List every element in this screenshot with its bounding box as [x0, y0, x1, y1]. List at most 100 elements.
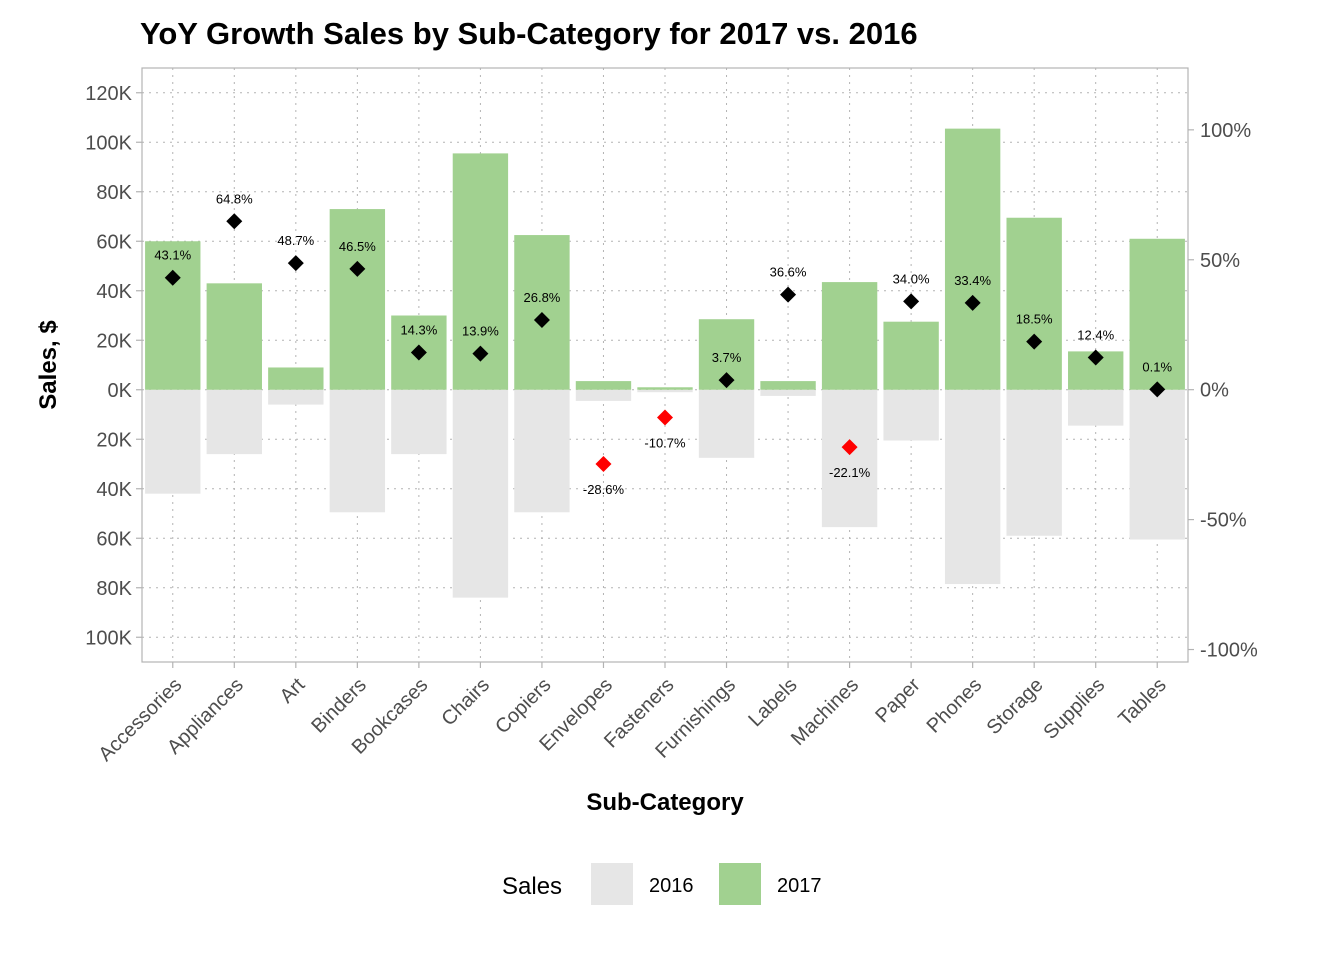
x-tick-label: Tables: [1114, 674, 1170, 730]
growth-point: [410, 344, 427, 361]
bar-2017: [1129, 238, 1185, 390]
growth-label: 33.4%: [954, 273, 991, 288]
growth-label: 36.6%: [770, 265, 807, 280]
y-left-tick-label: 100K: [85, 132, 132, 154]
growth-label: -10.7%: [644, 435, 686, 450]
y-left-tick-label: 60K: [96, 231, 132, 253]
bar-2016: [514, 389, 570, 513]
growth-label: 46.5%: [339, 239, 376, 254]
x-tick-label: Phones: [923, 674, 987, 738]
y-left-tick-label: 40K: [96, 479, 132, 501]
y-left-tick-label: 0K: [108, 380, 133, 402]
growth-point: [780, 286, 797, 303]
growth-label: 12.4%: [1077, 327, 1114, 342]
growth-point: [1087, 349, 1104, 366]
bar-2017: [821, 282, 878, 390]
growth-point: [226, 213, 243, 230]
growth-label: 26.8%: [524, 290, 561, 305]
bar-2017: [883, 321, 939, 390]
bar-2016: [329, 389, 386, 513]
x-tick-label: Binders: [307, 674, 371, 738]
growth-label: -28.6%: [583, 482, 625, 497]
legend: Sales 2016 2017: [502, 863, 822, 905]
growth-label: 3.7%: [712, 350, 742, 365]
growth-label: 48.7%: [277, 233, 314, 248]
bar-2016: [760, 389, 816, 396]
growth-label: 0.1%: [1142, 359, 1172, 374]
growth-label: 14.3%: [400, 323, 437, 338]
growth-point: [964, 294, 981, 311]
growth-point: [718, 372, 735, 389]
growth-point: [287, 255, 304, 272]
growth-point: [841, 439, 858, 456]
bar-2017: [575, 381, 632, 390]
bar-2016: [944, 389, 1001, 585]
bar-2016: [452, 389, 509, 598]
y-right-tick-label: -100%: [1200, 640, 1258, 662]
y-axis-title: Sales, $: [35, 320, 62, 410]
bar-2017: [268, 367, 324, 390]
y-left-tick-label: 80K: [96, 182, 132, 204]
bar-2016: [821, 389, 878, 528]
growth-point: [657, 409, 673, 426]
y-right-tick-label: 50%: [1200, 250, 1240, 272]
y-left-tick-label: 60K: [96, 528, 132, 550]
bar-2016: [637, 389, 693, 393]
growth-point: [349, 260, 366, 277]
y-left-tick-label: 40K: [96, 281, 132, 303]
bar-2016: [1129, 389, 1185, 540]
growth-label: 64.8%: [216, 191, 253, 206]
legend-key-2017: [719, 863, 761, 905]
bar-2016: [206, 389, 262, 455]
growth-label: 18.5%: [1016, 312, 1053, 327]
y-right-tick-label: -50%: [1200, 510, 1247, 532]
y-axis-right: 100% 50% 0% -50% -100%: [1188, 120, 1258, 662]
x-tick-label: Labels: [744, 674, 801, 731]
bar-2016: [391, 389, 447, 455]
growth-label: 34.0%: [893, 271, 930, 286]
bar-2016: [145, 389, 201, 494]
growth-point: [1149, 381, 1166, 398]
x-tick-label: Storage: [983, 674, 1048, 739]
y-axis-left: 120K 100K 80K 60K 40K 20K 0K 20K 40K 60K 80K 100K: [85, 83, 142, 649]
bar-2017: [329, 209, 386, 390]
growth-label: 13.9%: [462, 324, 499, 339]
y-left-tick-label: 120K: [85, 83, 132, 105]
bar-2016: [575, 389, 632, 401]
growth-point: [903, 293, 920, 310]
growth-points: 43.1% 64.8% 48.7% 46.5% 14.3% 13.9% 26.8% -28.6…: [154, 191, 1172, 497]
chart-title: YoY Growth Sales by Sub-Category for 201…: [140, 16, 918, 51]
bar-2016: [883, 389, 939, 441]
bar-2016: [1006, 389, 1062, 536]
growth-point: [164, 269, 181, 286]
bar-2017: [637, 387, 693, 390]
growth-label: 43.1%: [154, 248, 191, 263]
legend-label-2016: 2016: [649, 875, 694, 897]
bar-2016: [1068, 389, 1124, 426]
y-left-tick-label: 20K: [96, 330, 132, 352]
y-left-tick-label: 100K: [85, 627, 132, 649]
x-tick-label: Paper: [871, 674, 925, 728]
x-tick-label: Supplies: [1039, 674, 1109, 744]
growth-label: -22.1%: [829, 465, 871, 480]
legend-title: Sales: [502, 873, 562, 900]
x-tick-label: Art: [276, 674, 310, 708]
bar-2017: [760, 381, 816, 390]
x-tick-label: Machines: [787, 674, 863, 750]
bar-2017: [944, 128, 1001, 390]
y-left-tick-label: 20K: [96, 429, 132, 451]
legend-label-2017: 2017: [777, 875, 822, 897]
x-axis-title: Sub-Category: [586, 789, 744, 816]
growth-point: [472, 345, 489, 362]
y-left-tick-label: 80K: [96, 578, 132, 600]
growth-point: [533, 312, 550, 329]
y-right-tick-label: 0%: [1200, 380, 1229, 402]
bar-2016: [268, 389, 324, 405]
bar-2016: [698, 389, 755, 458]
legend-key-2016: [591, 863, 633, 905]
bar-2017: [145, 241, 201, 390]
growth-point: [1026, 333, 1043, 350]
bar-2017: [206, 283, 262, 390]
